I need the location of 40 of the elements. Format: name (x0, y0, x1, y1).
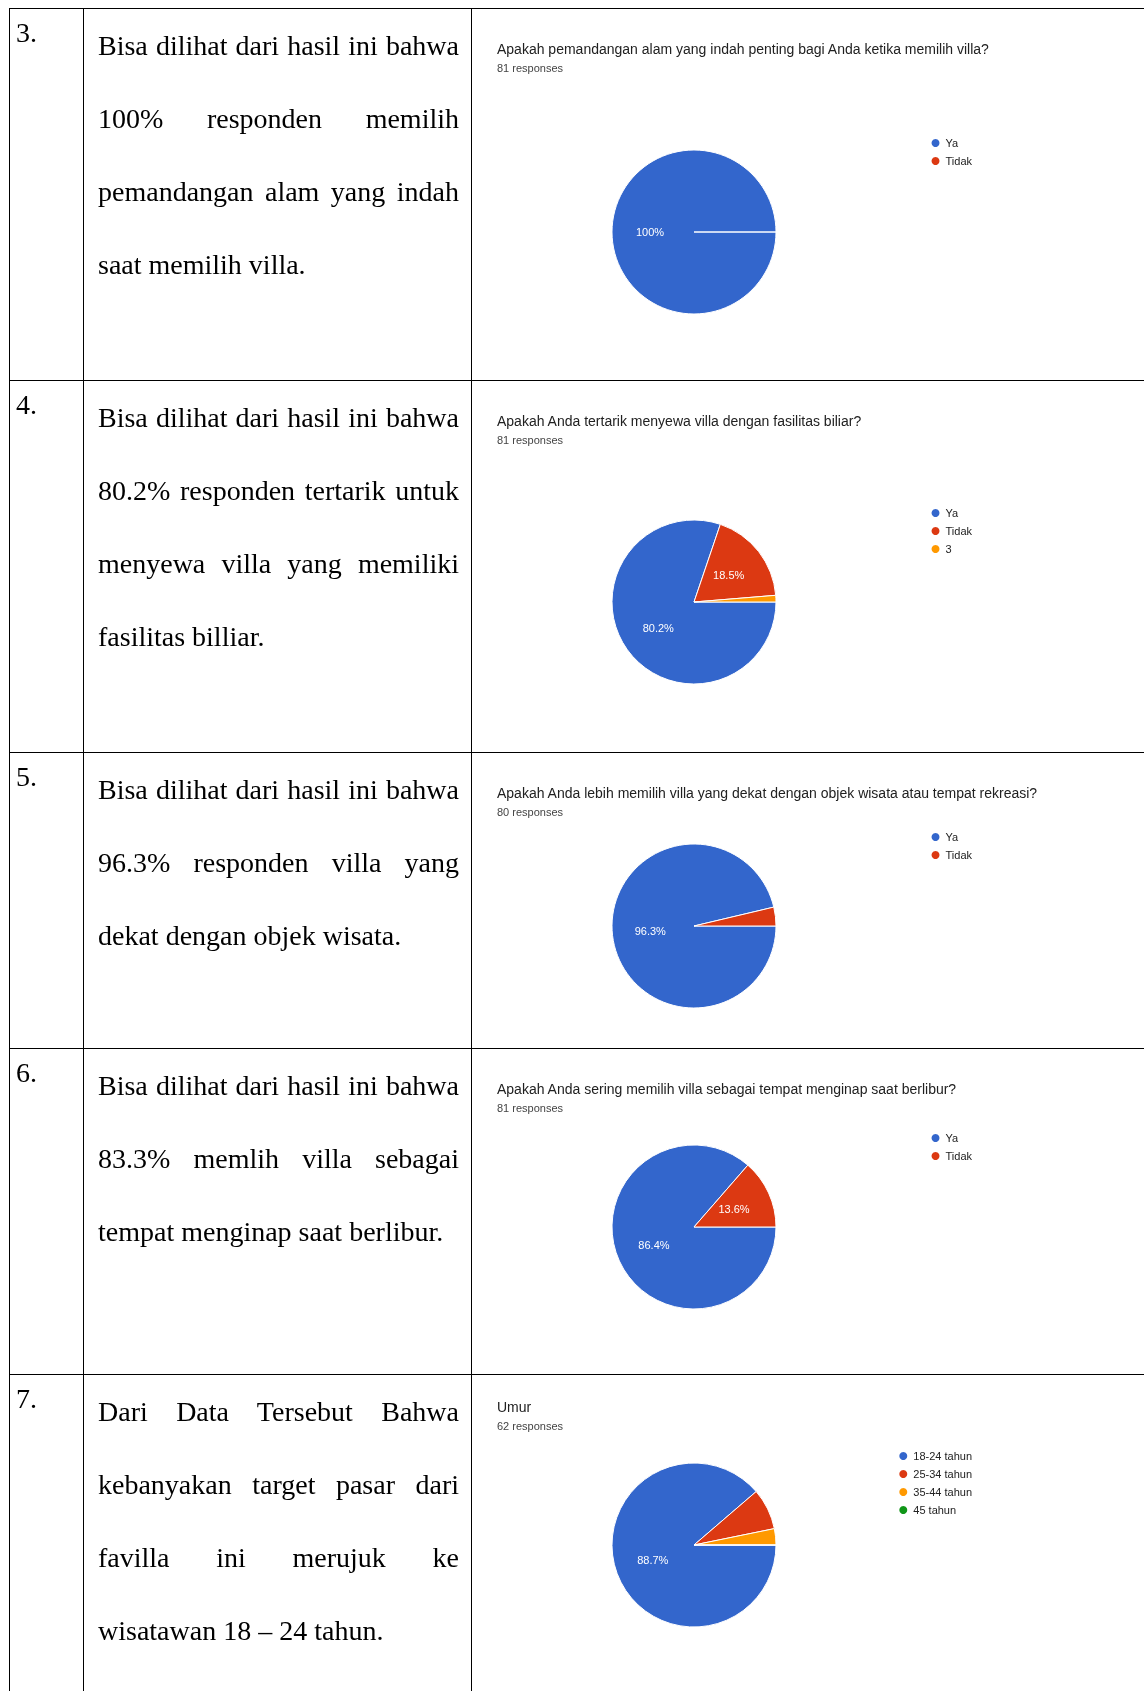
data-label: 96.3% (634, 925, 667, 938)
text: 3. (9, 8, 84, 381)
data-label: 88.7% (637, 1554, 669, 1567)
text: 5. (9, 752, 84, 1049)
chart-subtitle: 81 responses (497, 61, 564, 74)
text: Bisa dilihat dari hasil ini bahwa 83.3% memlih villa sebagai tempat menginap saat berlibur. (98, 1070, 459, 1247)
text: 7. (9, 1374, 84, 1691)
data-label: 13.6% (718, 1202, 750, 1215)
chart-subtitle: 80 responses (497, 805, 564, 818)
chart-subtitle: 62 responses (497, 1419, 564, 1432)
legend-label: Ya (945, 831, 960, 843)
text: 4. (9, 380, 84, 753)
legend-label: 45 tahun (913, 1504, 957, 1516)
data-label: 80.2% (642, 621, 675, 634)
text: Bisa dilihat dari hasil ini bahwa 100% responden memilih pemandangan alam yang indah saat memilih villa. (98, 30, 459, 280)
chart-title: Apakah Anda sering memilih villa sebagai tempat menginap saat berlibur? (497, 1081, 957, 1097)
legend-label: Ya (945, 137, 960, 149)
text: Bisa dilihat dari hasil ini bahwa 80.2% responden tertarik untuk menyewa villa yang memiliki fasilitas billiar. (98, 402, 459, 652)
legend-label: 18-24 tahun (913, 1450, 972, 1462)
chart-title: Umur (497, 1399, 532, 1415)
legend-label: Tidak (945, 849, 973, 861)
chart-title: Apakah Anda lebih memilih villa yang dekat dengan objek wisata atau tempat rekreasi? (497, 785, 1038, 801)
text: Dari Data Tersebut Bahwa kebanyakan target pasar dari favilla ini merujuk ke wisatawan 18 – 24 tahun. (98, 1396, 459, 1646)
legend-label: 35-44 tahun (913, 1486, 972, 1498)
chart-title: Apakah Anda tertarik menyewa villa dengan fasilitas biliar? (497, 413, 862, 429)
legend-label: Ya (945, 507, 960, 519)
text: 6. (9, 1048, 84, 1375)
chart-title: Apakah pemandangan alam yang indah penting bagi Anda ketika memilih villa? (497, 41, 990, 57)
legend-label: 3 (945, 543, 952, 555)
data-label: 86.4% (638, 1239, 670, 1252)
chart-subtitle: 81 responses (497, 1101, 564, 1114)
text: Bisa dilihat dari hasil ini bahwa 96.3% responden villa yang dekat dengan objek wisata. (98, 774, 459, 951)
data-label: 18.5% (713, 568, 745, 581)
legend-label: 25-34 tahun (913, 1468, 972, 1480)
legend-label: Ya (945, 1132, 960, 1144)
data-label: 100% (635, 226, 665, 238)
legend-label: Tidak (945, 1150, 973, 1162)
chart-subtitle: 81 responses (497, 433, 564, 446)
legend-label: Tidak (945, 525, 973, 537)
legend-label: Tidak (945, 155, 973, 167)
